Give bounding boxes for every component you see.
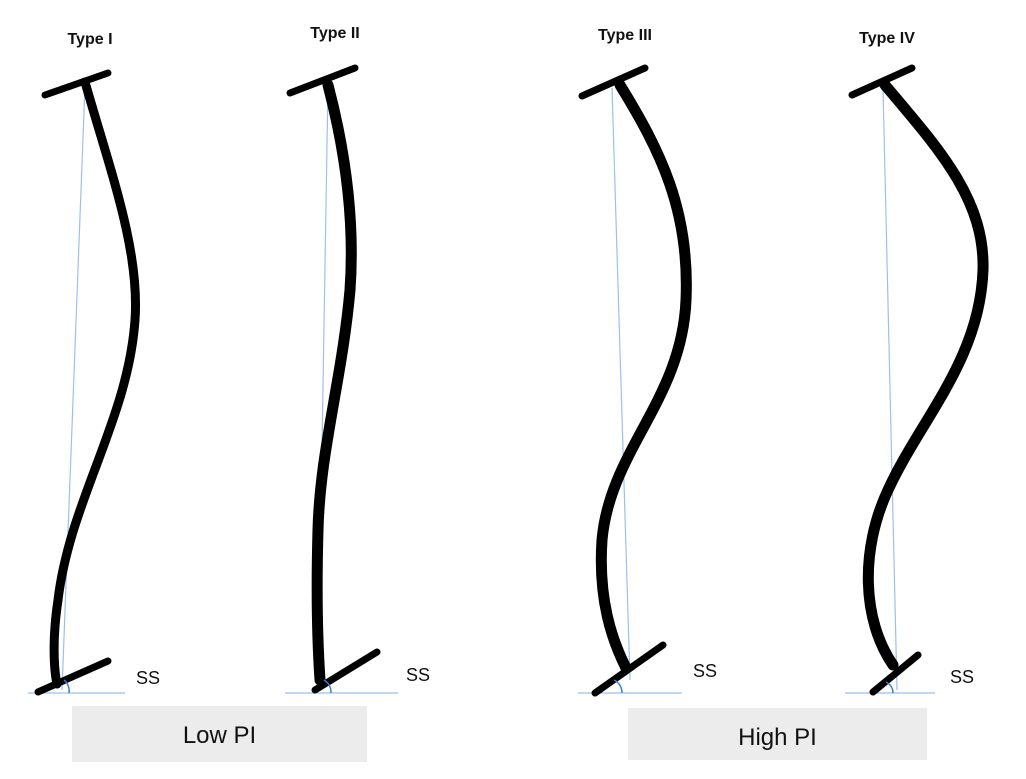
endplate xyxy=(578,64,649,100)
spine xyxy=(862,79,989,671)
angle-label: SS xyxy=(950,667,974,687)
panel-title: Type III xyxy=(598,27,652,44)
group-box xyxy=(628,708,927,760)
endplate xyxy=(41,69,112,99)
angle-label: SS xyxy=(693,661,717,681)
sacrum xyxy=(34,657,112,696)
group-box xyxy=(72,706,367,762)
endplate xyxy=(286,64,359,97)
group-label: High PI xyxy=(738,724,817,751)
panel-title: Type IV xyxy=(859,30,915,47)
group-label: Low PI xyxy=(183,722,256,749)
angle-arc xyxy=(323,679,332,694)
spine xyxy=(311,79,357,686)
angle-arc xyxy=(613,679,623,694)
plumb-line xyxy=(61,84,86,691)
plumb-line xyxy=(611,87,631,681)
panel-type-1: Type I SS xyxy=(28,31,160,696)
panel-type-3: Type III SS xyxy=(578,27,717,697)
panel-type-4: Type IV SS xyxy=(845,30,989,696)
spine xyxy=(595,79,692,674)
plumb-line xyxy=(882,87,898,691)
sacrum xyxy=(591,641,667,697)
spine xyxy=(49,77,141,689)
panel-type-2: Type II SS xyxy=(285,25,430,694)
angle-label: SS xyxy=(406,665,430,685)
panel-title: Type I xyxy=(67,31,112,48)
angle-arc xyxy=(885,681,894,694)
panel-title: Type II xyxy=(310,25,360,42)
endplate xyxy=(848,64,916,99)
angle-arc xyxy=(63,679,70,694)
angle-label: SS xyxy=(136,668,160,688)
sacrum xyxy=(869,651,922,696)
sacrum xyxy=(311,648,381,694)
